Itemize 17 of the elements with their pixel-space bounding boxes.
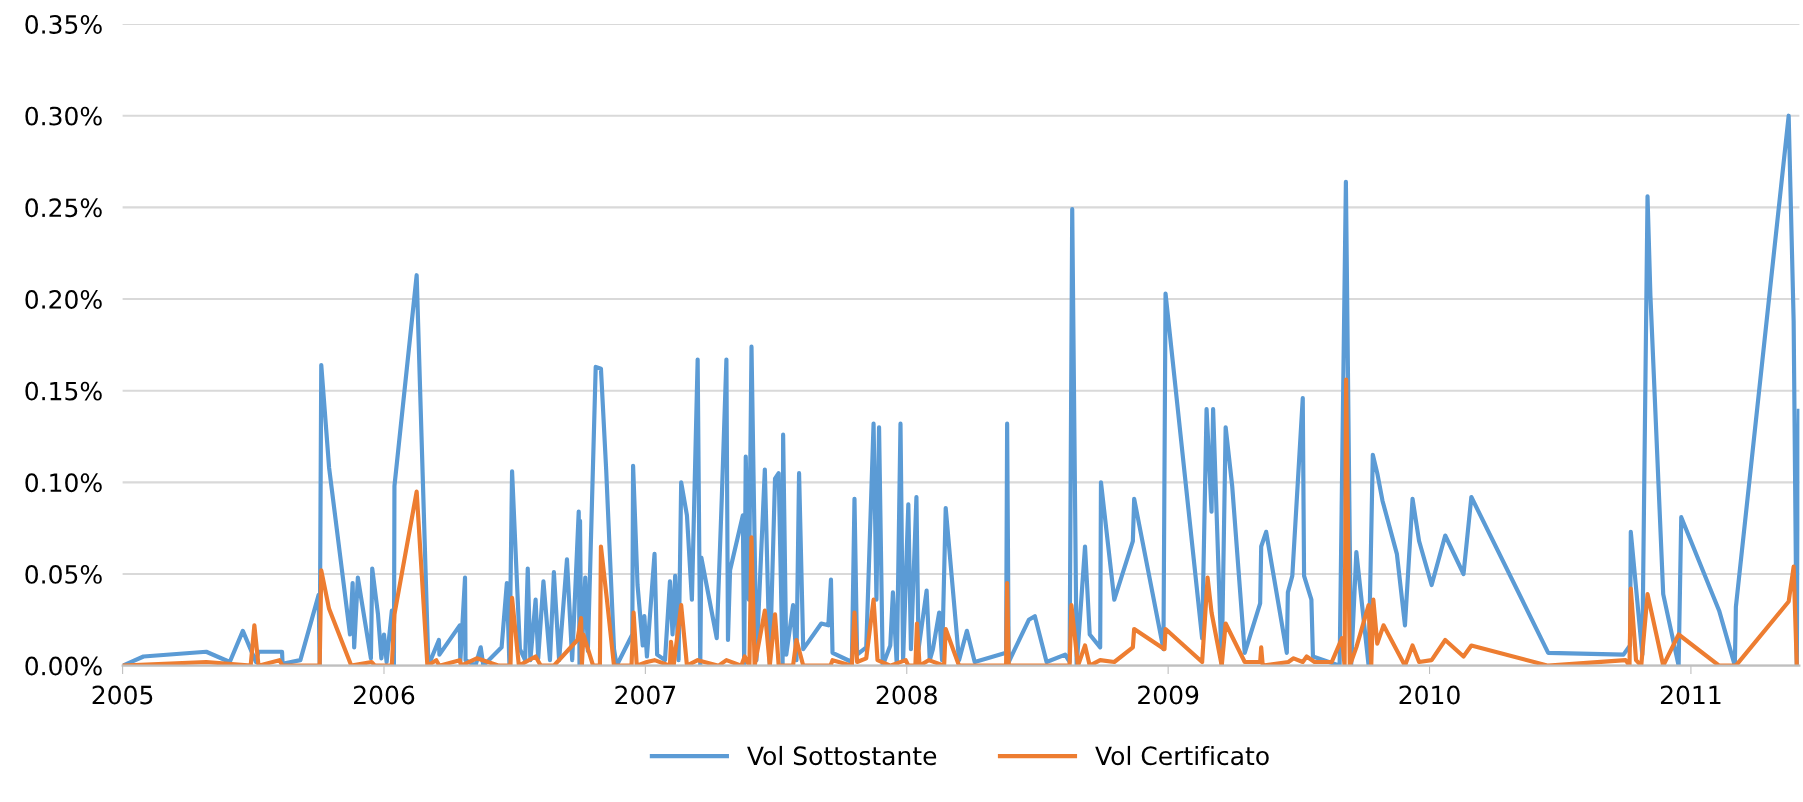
x-tick-label: 2006 [354,685,415,705]
y-tick-label: 0.10% [25,473,102,493]
x-tick-label: 2008 [876,685,937,705]
legend-label: Vol Sottostante [747,745,937,766]
legend-label: Vol Certificato [1095,745,1269,766]
y-tick-label: 0.35% [25,15,102,34]
x-tick-label: 2005 [92,685,153,705]
y-tick-label: 0.20% [25,289,102,309]
x-tick-label: 2009 [1138,685,1199,705]
y-tick-label: 0.30% [25,106,102,126]
y-tick-label: 0.25% [25,198,102,218]
x-tick-label: 2011 [1660,685,1721,705]
y-tick-label: 0.15% [25,381,102,401]
y-tick-label: 0.05% [25,564,102,584]
y-tick-label: 0.00% [25,656,102,676]
x-tick-label: 2010 [1399,685,1460,705]
x-tick-label: 2007 [615,685,676,705]
